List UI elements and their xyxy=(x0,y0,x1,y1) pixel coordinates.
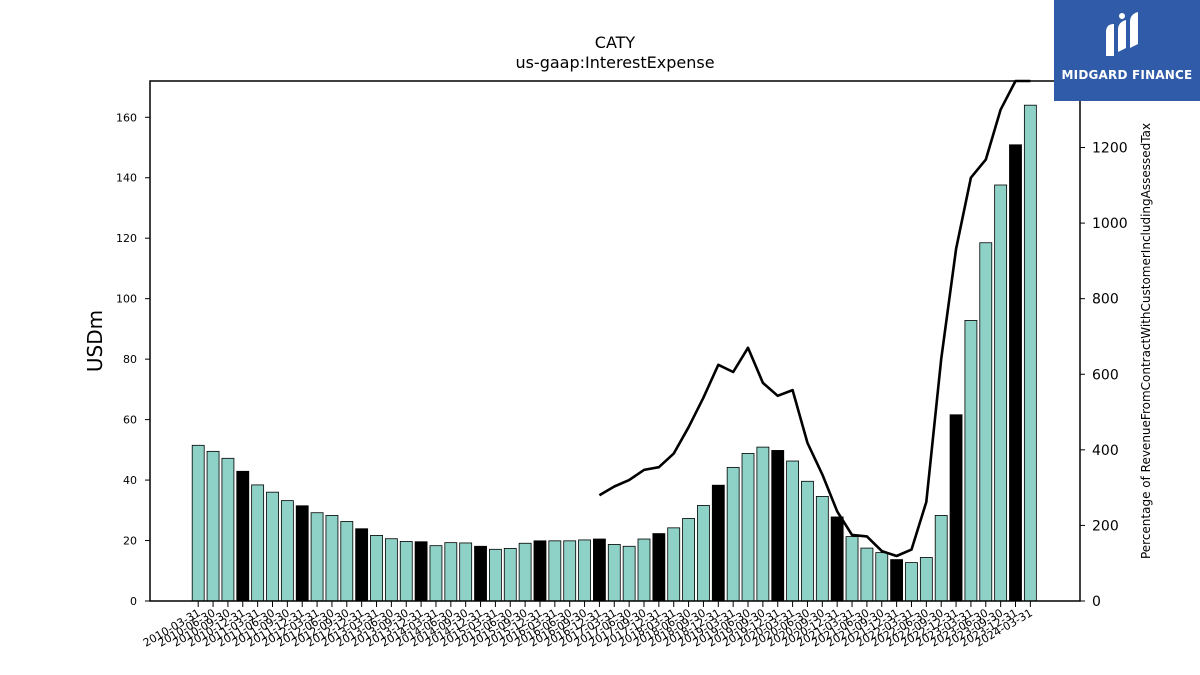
y-tick-label: 120 xyxy=(116,232,137,245)
bar xyxy=(786,460,799,602)
y2-tick-label: 0 xyxy=(1092,594,1101,610)
y2-tick-label: 200 xyxy=(1092,518,1119,534)
bar xyxy=(756,446,770,602)
bar xyxy=(355,528,369,602)
bar xyxy=(741,453,755,602)
y-tick-label: 60 xyxy=(123,414,137,427)
bar xyxy=(280,500,294,602)
bar xyxy=(905,562,918,602)
x-axis: 2010-03-312010-06-302010-09-302010-12-31… xyxy=(141,601,1035,650)
y-tick-label: 0 xyxy=(130,595,137,608)
bar xyxy=(518,542,532,602)
bar xyxy=(474,545,487,602)
bar xyxy=(503,547,517,602)
left-axis: 0 20 40 60 80 100 120 140 160 xyxy=(116,111,150,608)
y2-tick-label: 800 xyxy=(1092,292,1119,308)
bar xyxy=(875,552,889,602)
y-tick-label: 20 xyxy=(123,535,137,548)
y-tick-label: 140 xyxy=(116,172,137,185)
bar xyxy=(578,539,591,602)
bar xyxy=(637,538,651,602)
bar xyxy=(533,540,547,602)
bar xyxy=(384,538,398,602)
bar xyxy=(251,484,265,602)
bar xyxy=(340,521,354,602)
bar xyxy=(236,470,250,602)
chart-title: CATY xyxy=(594,33,636,52)
bar xyxy=(444,542,458,602)
logo-mark-icon xyxy=(1106,12,1138,56)
bar xyxy=(563,540,577,602)
chart-subtitle: us-gaap:InterestExpense xyxy=(515,53,715,72)
bar xyxy=(399,541,413,602)
bar xyxy=(370,534,383,602)
bar xyxy=(459,542,473,602)
bar xyxy=(1023,104,1037,602)
line-series-path xyxy=(598,79,1031,558)
bar xyxy=(815,495,829,602)
bar xyxy=(964,320,978,602)
right-axis: 0 200 400 600 800 1000 1200 xyxy=(1080,141,1128,610)
bar xyxy=(771,450,785,602)
y-tick-label: 80 xyxy=(123,353,137,366)
bar xyxy=(191,444,205,602)
bar xyxy=(206,450,220,602)
bar xyxy=(890,559,904,602)
bar xyxy=(593,538,606,602)
bar xyxy=(325,515,339,602)
bar xyxy=(488,548,502,602)
bar xyxy=(979,242,993,602)
bar xyxy=(697,505,710,602)
y-tick-label: 100 xyxy=(116,293,137,306)
bar xyxy=(682,518,695,602)
bar xyxy=(1009,144,1022,602)
bar xyxy=(726,466,740,602)
bar xyxy=(711,484,725,602)
y2-tick-label: 600 xyxy=(1092,367,1119,383)
bar xyxy=(429,545,443,602)
brand-logo: MIDGARD FINANCE xyxy=(1054,0,1200,101)
bar xyxy=(845,536,859,602)
bar xyxy=(548,540,562,602)
bar xyxy=(607,544,621,602)
y-tick-label: 160 xyxy=(116,111,137,124)
bar xyxy=(414,541,428,602)
bar-series xyxy=(191,104,1037,602)
bar xyxy=(221,457,235,602)
bar xyxy=(667,527,681,602)
bar xyxy=(949,414,963,602)
logo-text: MIDGARD FINANCE xyxy=(1061,68,1193,82)
bar xyxy=(830,516,844,602)
y2-tick-label: 1200 xyxy=(1092,141,1128,157)
bar xyxy=(652,533,666,602)
y2-tick-label: 400 xyxy=(1092,443,1119,459)
bar xyxy=(622,545,636,602)
bar xyxy=(860,547,874,602)
bar xyxy=(266,491,279,602)
bar xyxy=(994,184,1008,602)
bar xyxy=(919,557,933,602)
plot-frame xyxy=(149,80,1081,602)
y2-tick-label: 1000 xyxy=(1092,216,1128,232)
y-axis-label: USDm xyxy=(83,310,107,372)
bar xyxy=(310,512,324,602)
bar xyxy=(295,505,309,602)
bar xyxy=(801,480,814,602)
y2-axis-label: Percentage of RevenueFromContractWithCus… xyxy=(1139,123,1153,559)
line-series xyxy=(598,79,1031,558)
bar xyxy=(934,515,948,602)
y-tick-label: 40 xyxy=(123,474,137,487)
